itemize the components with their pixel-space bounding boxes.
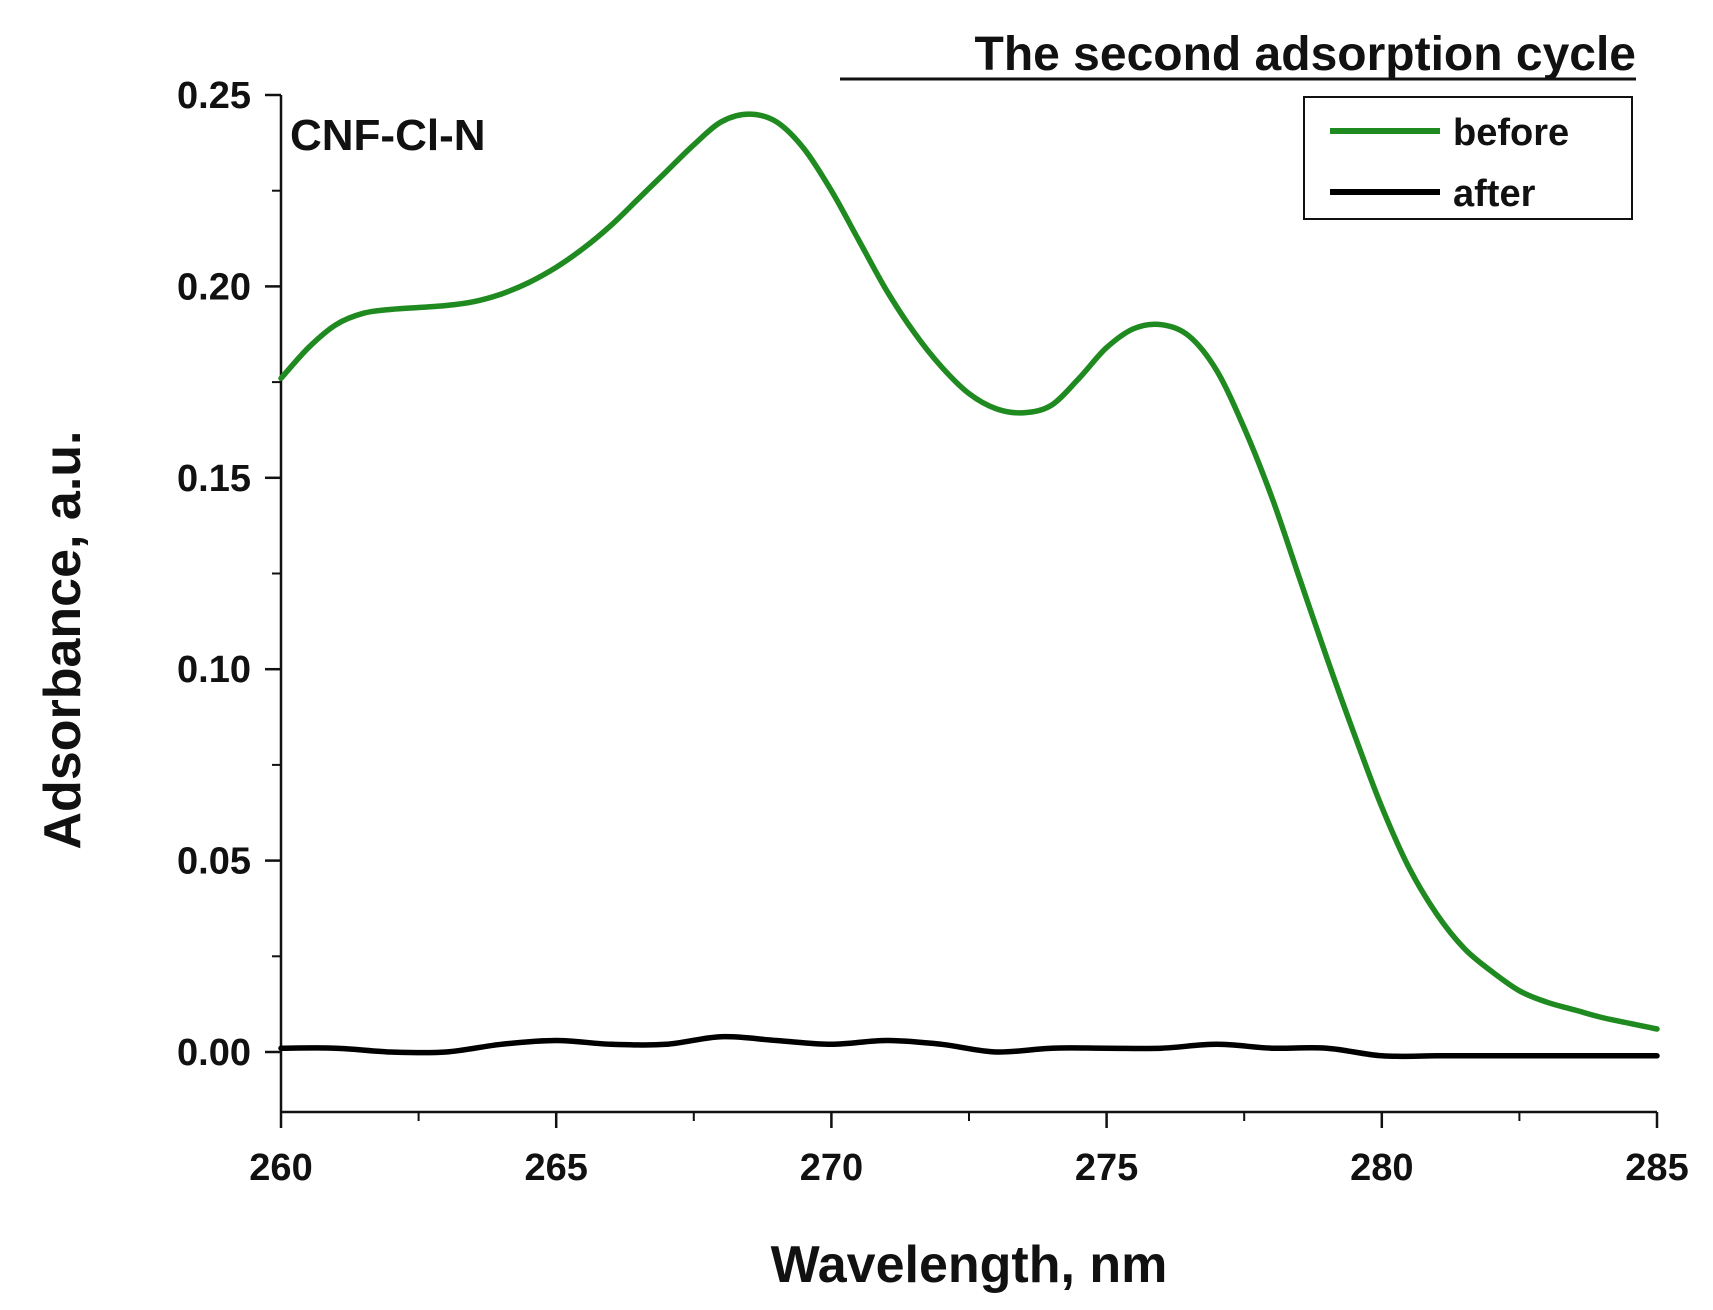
x-tick-label: 270: [800, 1147, 863, 1189]
x-tick-label: 260: [249, 1147, 312, 1189]
legend: before after: [1303, 96, 1633, 220]
legend-label-after: after: [1453, 173, 1536, 215]
y-tick-label: 0.20: [177, 266, 251, 308]
x-tick-label: 280: [1350, 1147, 1413, 1189]
y-tick-label: 0.05: [177, 841, 251, 883]
y-tick-label: 0.10: [177, 649, 251, 691]
y-tick-labels: 0.00 0.05 0.10 0.15 0.20 0.25: [177, 75, 251, 1074]
x-tick-label: 275: [1075, 1147, 1138, 1189]
y-tick-label: 0.15: [177, 458, 251, 500]
x-tick-labels: 260 265 270 275 280 285: [249, 1147, 1688, 1189]
legend-box: [1303, 96, 1633, 220]
legend-label-before: before: [1453, 112, 1569, 154]
x-ticks: [279, 1112, 1659, 1128]
y-ticks: [265, 93, 281, 1054]
series-line-after: [278, 1033, 1660, 1060]
panel-label: CNF-Cl-N: [290, 111, 486, 160]
x-tick-label: 265: [524, 1147, 587, 1189]
series-line-before: [278, 111, 1660, 1032]
series-layer: [278, 111, 1660, 1060]
chart-title: The second adsorption cycle: [975, 28, 1637, 81]
y-tick-label: 0.25: [177, 75, 251, 117]
x-tick-label: 285: [1625, 1147, 1688, 1189]
x-axis-title: Wavelength, nm: [771, 1236, 1168, 1294]
y-axis-title: Adsorbance, a.u.: [34, 431, 92, 850]
y-tick-label: 0.00: [177, 1032, 251, 1074]
